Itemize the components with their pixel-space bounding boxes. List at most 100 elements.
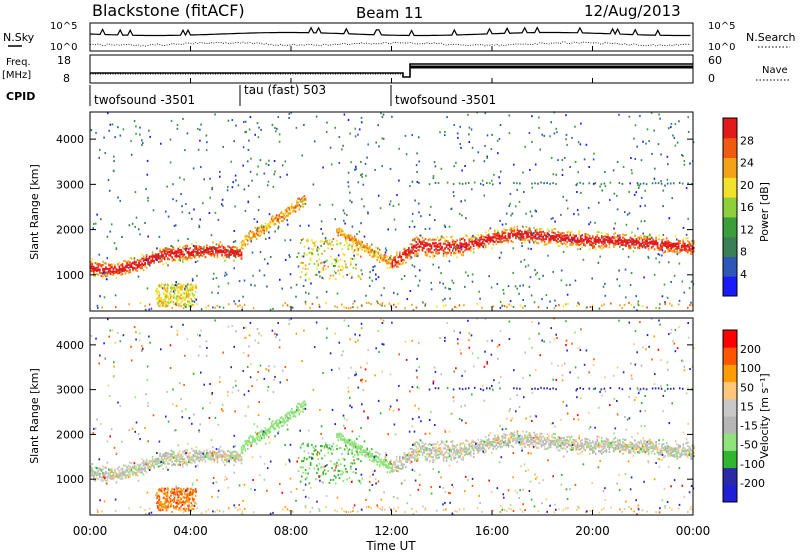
power-cell [464,271,467,274]
power-cell [180,253,183,256]
power-cell [166,289,169,292]
power-cell [281,164,284,167]
power-cell [98,156,100,159]
power-cell [117,269,119,272]
velocity-cell [97,470,100,473]
power-cell [303,195,306,198]
power-cell [334,264,336,267]
power-cell [389,266,391,269]
power-cell [230,160,232,163]
power-cell [170,294,172,297]
velocity-cell [178,455,181,458]
power-cell [681,182,684,185]
power-cell [179,296,181,299]
power-cell [405,256,407,259]
power-cell [596,238,599,241]
power-cell [676,248,678,251]
velocity-cell [411,454,413,457]
power-cell [607,236,609,239]
power-cell [106,272,109,275]
velocity-cell [414,454,416,457]
power-cell [188,256,190,259]
power-cell [592,182,595,185]
velocity-cell [435,446,437,449]
y-tick-label: 2000 [56,224,84,237]
power-cell [99,148,101,151]
power-cell [150,261,152,264]
velocity-cell [129,468,131,471]
power-cell [103,136,105,139]
power-cell [363,249,366,252]
power-cell [273,218,275,221]
power-cell [421,247,424,250]
power-cell [640,244,642,247]
power-cell [649,238,651,241]
power-cell [192,254,195,257]
power-cell [497,152,499,155]
power-cell [670,244,672,246]
power-cell [224,259,226,262]
power-cell [567,237,570,240]
power-cell [532,232,535,235]
power-cell [468,141,471,143]
cpid-segment-3: twofsound -3501 [395,93,496,107]
velocity-cell [228,457,231,460]
power-cell [109,267,112,270]
power-cell [418,269,421,272]
power-cell [687,251,689,254]
power-cell [308,263,311,266]
power-cell [573,240,576,243]
velocity-cell [90,470,92,473]
power-cell [112,272,115,275]
power-cell [417,254,419,257]
power-cell [164,289,167,292]
velocity-cell [177,456,179,459]
power-cell [429,238,431,241]
power-cell [412,239,414,242]
power-cell [177,249,179,252]
power-cell [604,235,606,238]
power-cell [391,259,394,262]
power-cell [315,115,318,118]
power-cell [216,247,219,250]
power-cell [666,178,669,181]
velocity-cell [423,445,425,448]
power-cell [195,245,198,247]
power-cell [459,143,461,145]
power-cell [263,230,265,233]
power-cell [549,236,552,239]
power-cell [592,245,594,248]
power-cell [333,270,336,273]
power-cell [428,183,431,186]
power-cell [524,231,526,234]
velocity-cell [216,458,219,461]
velocity-cell [148,465,151,468]
power-cell [413,265,416,268]
power-cell [288,208,291,211]
power-cell [644,238,647,241]
power-cell [625,241,627,244]
power-cell [474,236,476,239]
power-cell [216,252,219,255]
power-cell [240,254,243,257]
power-cell [373,254,376,257]
velocity-cell [240,462,243,465]
power-cell [396,254,398,257]
power-cell [347,307,350,310]
power-cell [608,238,611,241]
power-cell [340,234,342,236]
power-cell [384,259,386,262]
power-cell [360,174,362,177]
velocity-cell [174,457,176,460]
power-cell [447,247,449,250]
power-cell [511,212,514,215]
power-cell [360,121,363,124]
power-cell [243,240,245,242]
power-cell [402,251,404,254]
power-cell [693,241,695,244]
power-cell [165,210,167,213]
power-cell [668,302,671,305]
power-cell [558,231,561,234]
power-cell [237,255,240,257]
power-cell [172,288,174,290]
